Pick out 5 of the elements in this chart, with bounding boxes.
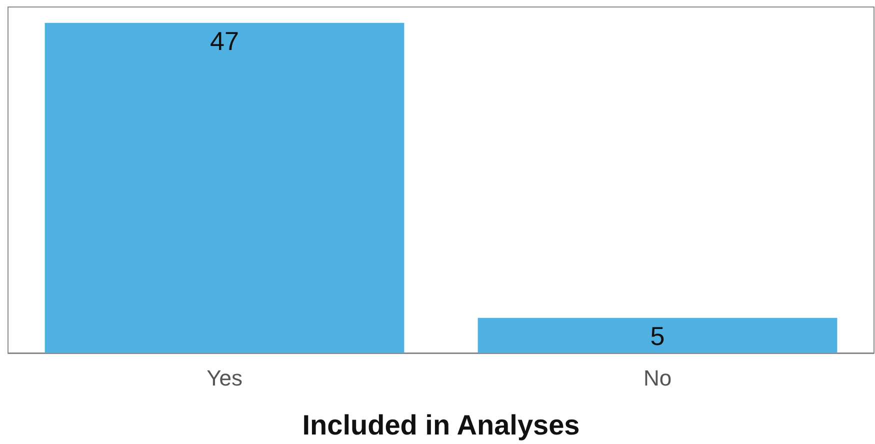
data-label: 5 [650,320,665,351]
x-tick-label: No [643,366,672,390]
x-axis-title: Included in Analyses [302,410,580,440]
data-label: 47 [210,26,239,56]
x-tick-label: Yes [206,366,242,390]
